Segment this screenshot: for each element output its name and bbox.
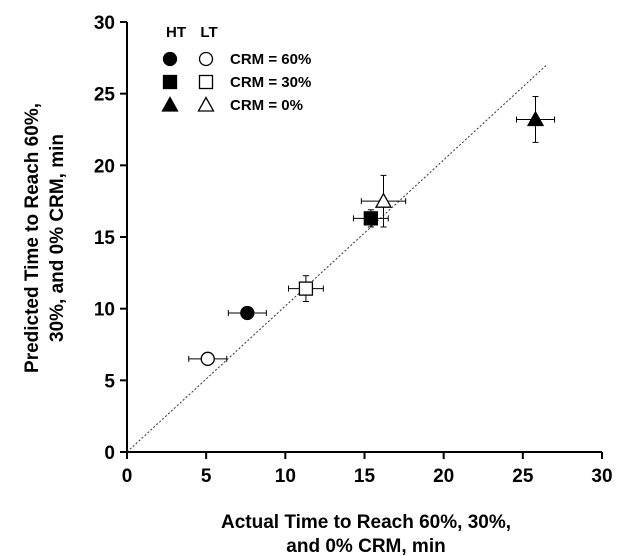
data-point-group — [360, 174, 407, 228]
x-axis-title-line-1: Actual Time to Reach 60%, 30%, — [221, 512, 511, 533]
x-tick-label: 25 — [512, 466, 534, 487]
x-tick-label: 10 — [275, 466, 296, 487]
legend-marker-ht-circle — [162, 51, 178, 67]
y-axis-title-line-1: Predicted Time to Reach 60%, — [22, 103, 43, 373]
legend: HT LT CRM = 60% CRM = 30% CRM = 0% — [161, 24, 311, 114]
y-tick-label: 15 — [94, 228, 116, 249]
data-point-lt-crm-60 — [200, 351, 215, 366]
legend-marker-lt-square — [198, 74, 214, 90]
y-tick-label: 25 — [94, 85, 116, 106]
data-point-ht-crm-30 — [363, 211, 378, 226]
data-point-lt-crm-0 — [374, 192, 393, 208]
legend-marker-lt-triangle — [197, 96, 215, 112]
data-point-group — [516, 96, 555, 143]
identity-line — [126, 64, 547, 453]
legend-marker-ht-triangle — [161, 96, 179, 112]
axes: 0 5 10 15 20 25 30 0 5 10 15 20 25 30 — [94, 13, 613, 487]
legend-marker-ht-square — [162, 74, 178, 90]
identity-line-group — [126, 64, 547, 453]
y-axis-title-line-2: 30%, and 0% CRM, min — [47, 134, 68, 342]
legend-header-ht: HT — [166, 24, 186, 41]
y-tick-label: 0 — [104, 443, 115, 464]
legend-header-lt: LT — [200, 24, 217, 41]
legend-label: CRM = 30% — [230, 74, 311, 91]
legend-label: CRM = 60% — [230, 51, 311, 68]
x-axis-title-line-2: and 0% CRM, min — [286, 536, 445, 556]
x-tick-label: 5 — [201, 466, 212, 487]
x-tick-label: 15 — [354, 466, 376, 487]
y-tick-label: 30 — [94, 13, 115, 34]
data-points — [188, 96, 555, 366]
data-point-ht-crm-0 — [526, 110, 545, 127]
y-tick-label: 5 — [104, 371, 115, 392]
legend-label: CRM = 0% — [230, 97, 303, 114]
data-point-group — [227, 305, 267, 321]
x-tick-label: 30 — [591, 466, 612, 487]
data-point-group — [352, 209, 389, 228]
legend-marker-lt-circle — [198, 51, 214, 67]
x-tick-label: 20 — [433, 466, 454, 487]
data-point-group — [288, 275, 324, 302]
y-tick-label: 20 — [94, 156, 115, 177]
data-point-ht-crm-60 — [240, 305, 255, 321]
x-tick-label: 0 — [122, 466, 133, 487]
data-point-group — [188, 351, 228, 366]
y-tick-label: 10 — [94, 300, 115, 321]
data-point-lt-crm-30 — [298, 281, 314, 296]
